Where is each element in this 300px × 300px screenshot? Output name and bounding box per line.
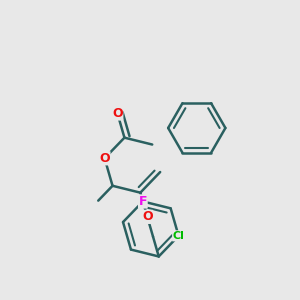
Text: O: O bbox=[142, 210, 153, 224]
Text: O: O bbox=[112, 107, 123, 120]
Text: F: F bbox=[139, 195, 147, 208]
Text: Cl: Cl bbox=[172, 231, 184, 241]
Text: O: O bbox=[99, 152, 110, 165]
